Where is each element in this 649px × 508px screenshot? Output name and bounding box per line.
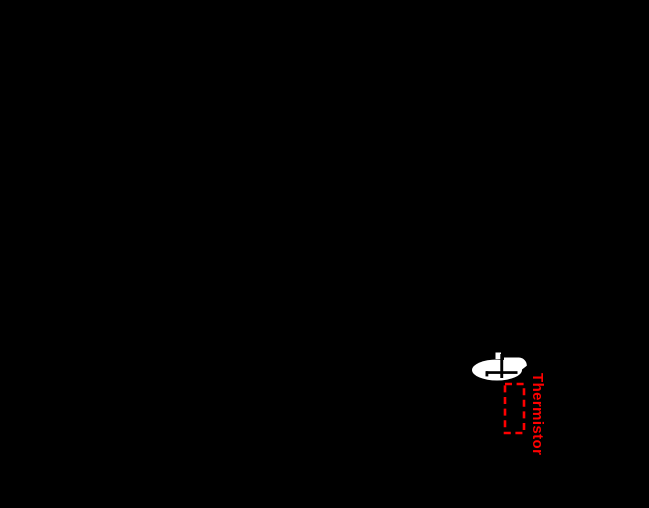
thermistor-label: Thermistor: [529, 373, 546, 456]
screw-head-icon: [472, 352, 527, 381]
thermistor-highlight-box: [503, 382, 526, 435]
